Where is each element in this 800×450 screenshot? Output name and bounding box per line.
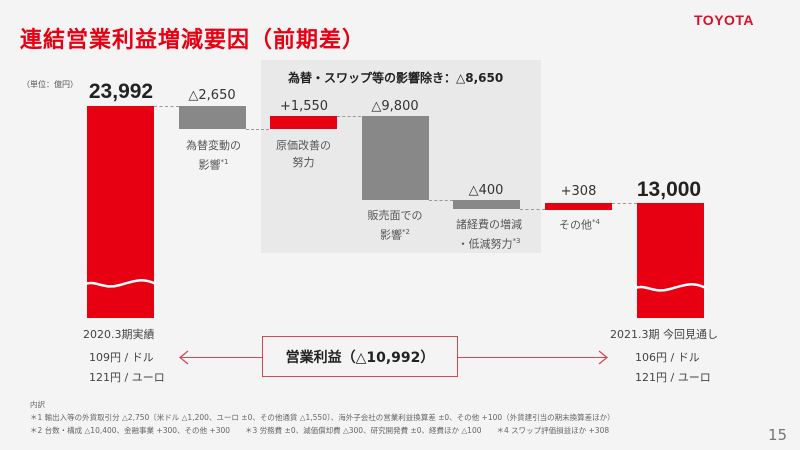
note-line-2: ＊2 台数・構成 △10,400、金融事業 +300、その他 +300 ＊3 労…: [30, 426, 610, 435]
bar-other: [545, 203, 612, 210]
bar-value-expenses: △400: [468, 183, 504, 198]
operating-income-box: 営業利益（△10,992）: [262, 336, 458, 377]
left-period: 2020.3期実績: [83, 328, 155, 341]
bar-end-total: [637, 203, 704, 318]
panel-title: 為替・スワップ等の影響除き：△8,650: [288, 71, 504, 85]
left-usd-rate: 109円 / ドル: [89, 351, 154, 364]
bar-expenses: [453, 200, 520, 209]
page-number: 15: [768, 426, 788, 444]
bar-label-expenses: 諸経費の増減 ・低減努力*3: [456, 218, 522, 251]
bar-fx-impact: [179, 106, 246, 129]
connector: [520, 209, 545, 210]
connector: [337, 116, 361, 117]
bar-label-cost: 原価改善の 努力: [276, 139, 331, 169]
arrow-left-icon: [179, 350, 189, 365]
bar-value-start: 23,992: [88, 80, 154, 103]
notes-heading: 内訳: [30, 400, 45, 409]
connector: [154, 106, 179, 107]
bar-start-total: [87, 106, 154, 318]
bar-value-end: 13,000: [636, 178, 702, 201]
right-period: 2021.3期 今回見通し: [610, 328, 718, 341]
connector: [612, 203, 637, 204]
axis-break-icon: [635, 283, 706, 292]
bar-label-other: その他*4: [559, 218, 600, 232]
note-line-1: ＊1 輸出入等の外貨取引分 △2,750〔米ドル △1,200、ユーロ ±0、そ…: [30, 413, 615, 422]
bar-value-fx: △2,650: [188, 88, 236, 103]
arrow-line-left: [180, 357, 263, 358]
right-eur-rate: 121円 / ユーロ: [635, 371, 711, 384]
bar-label-marketing: 販売面での 影響*2: [367, 209, 423, 242]
arrow-line-right: [458, 357, 606, 358]
bar-value-other: +308: [560, 184, 597, 199]
bar-value-cost: +1,550: [279, 99, 329, 114]
unit-label: （単位：億円）: [22, 80, 78, 89]
bar-label-fx: 為替変動の 影響*1: [186, 139, 241, 172]
bar-value-marketing: △9,800: [371, 99, 419, 114]
footnotes: 内訳 ＊1 輸出入等の外貨取引分 △2,750〔米ドル △1,200、ユーロ ±…: [30, 398, 615, 437]
bar-cost-reduction: [270, 116, 337, 129]
toyota-logo: TOYOTA: [694, 12, 755, 28]
connector: [246, 129, 269, 130]
connector: [429, 200, 453, 201]
left-eur-rate: 121円 / ユーロ: [89, 371, 165, 384]
right-usd-rate: 106円 / ドル: [635, 351, 700, 364]
arrow-right-icon: [598, 350, 608, 365]
bar-marketing-impact: [362, 116, 429, 200]
axis-break-icon: [85, 279, 156, 288]
page-title: 連結営業利益増減要因（前期差）: [20, 28, 366, 53]
